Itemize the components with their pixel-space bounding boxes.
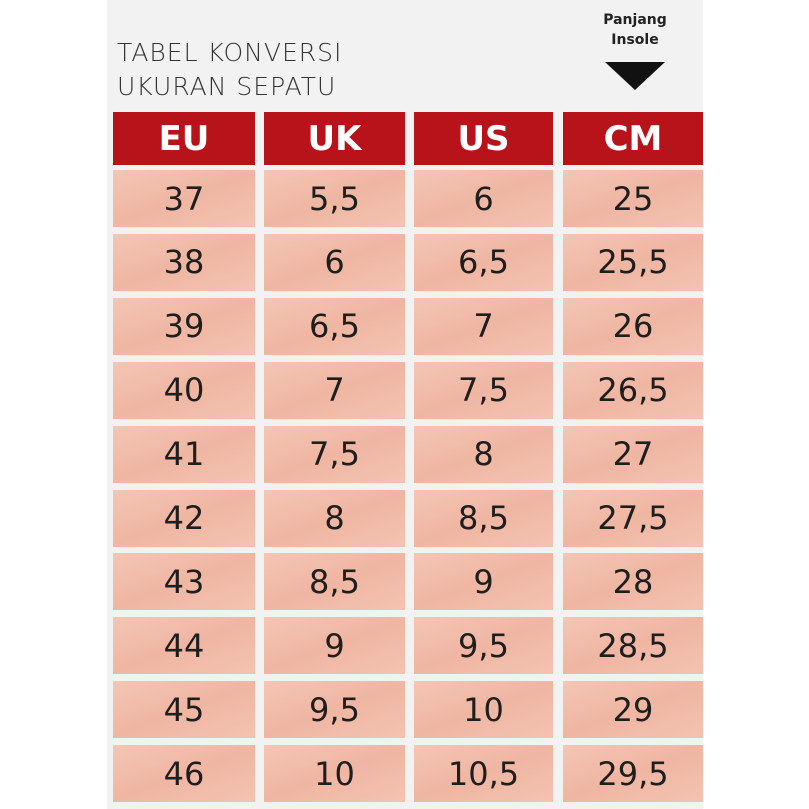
arrow [605,62,665,90]
table-cell: 26 [563,297,703,355]
table-cell: 44 [113,617,255,675]
table-cell: 28 [563,553,703,611]
table-cell: 7,5 [414,361,553,419]
table-cell: 7,5 [264,425,405,483]
column-header: UK [264,112,405,165]
table-cell: 8,5 [414,489,553,547]
column-header: CM [563,112,703,165]
table-cell: 8 [264,489,405,547]
table-cell: 45 [113,681,255,739]
table-cell: 6 [414,170,553,227]
table-cell: 27,5 [563,489,703,547]
column-header: EU [113,112,255,165]
table-cell: 9,5 [414,617,553,675]
table-cell: 41 [113,425,255,483]
table-cell: 9 [264,617,405,675]
table-cell: 9 [414,553,553,611]
table-cell: 37 [113,170,255,227]
table-cell: 46 [113,745,255,803]
column-header: US [414,112,553,165]
table-cell: 25 [563,170,703,227]
table-cell: 7 [414,297,553,355]
table-cell: 28,5 [563,617,703,675]
table-cell: 43 [113,553,255,611]
title: UKURAN SEPATU [117,72,337,101]
table-cell: 10 [264,745,405,803]
table-cell: 42 [113,489,255,547]
table-cell: 29 [563,681,703,739]
note: Insole [611,32,659,48]
table-cell: 29,5 [563,745,703,803]
table-cell: 39 [113,297,255,355]
table-cell: 7 [264,361,405,419]
title: TABEL KONVERSI [117,38,343,67]
table-cell: 5,5 [264,170,405,227]
table-cell: 10 [414,681,553,739]
table-cell: 6,5 [414,233,553,291]
table-cell: 6 [264,233,405,291]
table-cell: 38 [113,233,255,291]
table-cell: 9,5 [264,681,405,739]
table-cell: 6,5 [264,297,405,355]
table-cell: 10,5 [414,745,553,803]
table-cell: 8 [414,425,553,483]
table-cell: 26,5 [563,361,703,419]
note: Panjang [603,12,667,28]
arrow-icon [605,62,665,90]
table-cell: 8,5 [264,553,405,611]
table-cell: 27 [563,425,703,483]
table-cell: 25,5 [563,233,703,291]
table-cell: 40 [113,361,255,419]
